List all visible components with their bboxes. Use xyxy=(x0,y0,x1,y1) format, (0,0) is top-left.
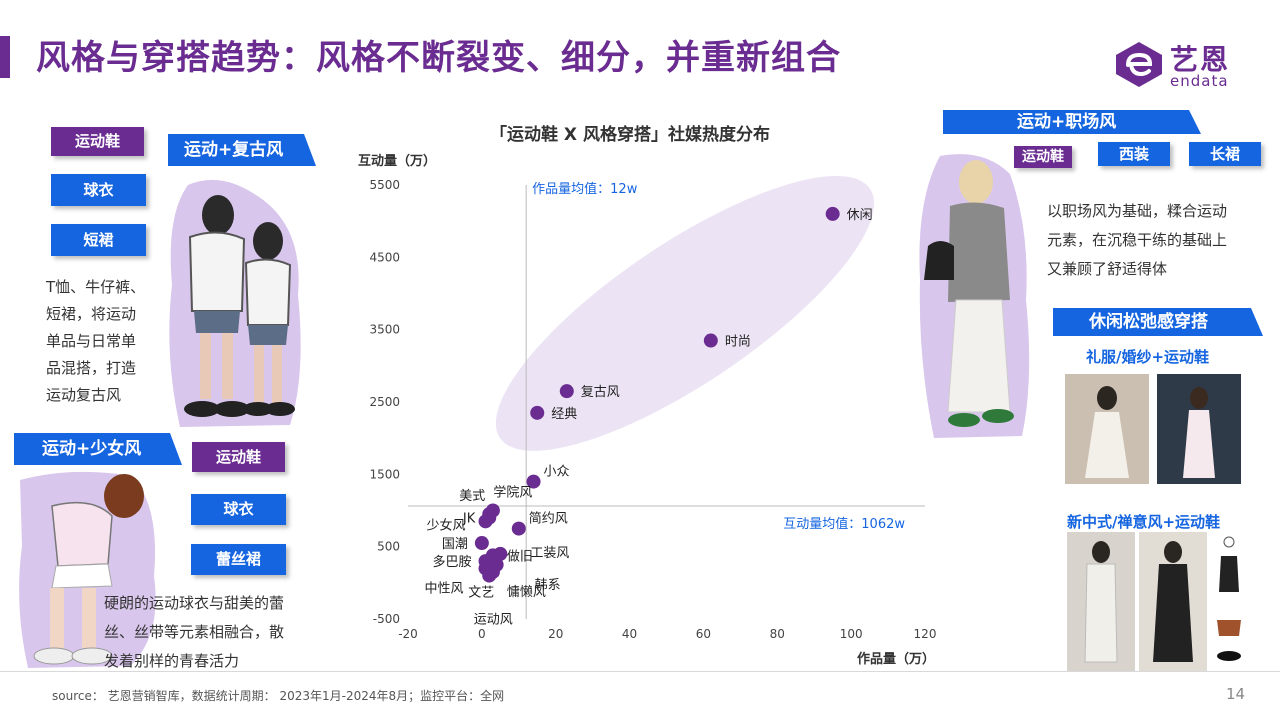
right-bottom-subtitle-dress: 礼服/婚纱+运动鞋 xyxy=(1086,348,1210,366)
chinese-style-items-photo xyxy=(1209,532,1249,671)
data-point-label: 时尚 xyxy=(725,335,751,350)
desc-line: T恤、牛仔裤、 xyxy=(46,278,146,296)
desc-line: 以职场风为基础，糅合运动 xyxy=(1047,202,1228,220)
dress-photo-1 xyxy=(1065,374,1149,508)
right-top-banner: 运动+职场风 xyxy=(943,110,1201,134)
y-tick-label: 500 xyxy=(377,540,400,554)
title-accent-bar xyxy=(0,36,10,78)
workplace-style-photo xyxy=(919,154,1030,438)
desc-line: 硬朗的运动球衣与甜美的蕾 xyxy=(104,594,285,612)
y-mean-label: 互动量均值：1062w xyxy=(783,516,905,532)
dress-photo-2 xyxy=(1157,374,1241,508)
data-point xyxy=(511,521,526,536)
desc-line: 单品与日常单 xyxy=(46,332,137,350)
data-point-label: 复古风 xyxy=(581,385,620,400)
data-point-label: 多巴胺 xyxy=(433,554,472,570)
chart-title: 「运动鞋 X 风格穿搭」社媒热度分布 xyxy=(490,125,770,145)
endata-logo: 艺恩 endata xyxy=(1112,38,1242,90)
data-point xyxy=(482,568,497,583)
data-point xyxy=(559,384,574,399)
y-tick-label: 1500 xyxy=(369,467,400,481)
right-top-tag-long-skirt: 长裙 xyxy=(1189,142,1261,166)
page-number: 14 xyxy=(1226,685,1246,703)
data-point xyxy=(474,536,489,551)
y-tick-label: -500 xyxy=(373,612,400,626)
desc-line: 短裙，将运动 xyxy=(46,305,137,323)
data-point-label: 慵懒风 xyxy=(507,584,546,600)
right-top-tag-suit: 西装 xyxy=(1098,142,1170,166)
chinese-style-photo-2 xyxy=(1139,532,1207,671)
data-point xyxy=(703,333,718,348)
data-point xyxy=(478,514,493,529)
x-axis-label: 作品量（万） xyxy=(857,651,935,667)
data-point-label: 少女风 xyxy=(427,517,466,533)
left-top-tag-skirt: 短裙 xyxy=(51,224,146,256)
desc-line: 丝、丝带等元素相融合，散 xyxy=(104,623,285,641)
x-mean-label: 作品量均值：12w xyxy=(532,181,638,197)
data-point-label: 美式 xyxy=(459,489,485,504)
data-point-label: 国潮 xyxy=(442,537,468,552)
left-bottom-tag-jersey: 球衣 xyxy=(191,494,286,525)
data-point-label: 文艺 xyxy=(468,585,494,600)
right-bottom-subtitle-chinese-style: 新中式/禅意风+运动鞋 xyxy=(1067,513,1221,531)
y-tick-label: 4500 xyxy=(369,250,400,264)
desc-line: 运动复古风 xyxy=(46,386,122,404)
x-tick-label: 40 xyxy=(622,627,637,641)
x-tick-label: 120 xyxy=(914,627,937,641)
x-tick-label: 60 xyxy=(696,627,711,641)
left-bottom-tag-lace-skirt: 蕾丝裙 xyxy=(191,544,286,575)
y-tick-label: 2500 xyxy=(369,395,400,409)
x-tick-label: 100 xyxy=(840,627,863,641)
left-bottom-description: 硬朗的运动球衣与甜美的蕾 丝、丝带等元素相融合，散 发着别样的青春活力 xyxy=(104,589,304,676)
left-bottom-banner: 运动+少女风 xyxy=(14,433,182,465)
endata-logo-icon xyxy=(1116,42,1162,87)
highlight-ellipse xyxy=(495,175,875,451)
right-top-tag-sneakers: 运动鞋 xyxy=(1014,146,1072,168)
data-point-label: 做旧 xyxy=(507,549,533,564)
page-title: 风格与穿搭趋势：风格不断裂变、细分，并重新组合 xyxy=(36,38,841,78)
logo-chinese-text: 艺恩 xyxy=(1170,43,1231,76)
left-top-tag-sneakers: 运动鞋 xyxy=(51,127,144,156)
x-tick-label: 20 xyxy=(548,627,563,641)
y-axis-label: 互动量（万） xyxy=(358,153,436,169)
footer-divider xyxy=(0,671,1280,672)
data-point-label: 运动风 xyxy=(474,613,513,628)
y-tick-label: 5500 xyxy=(369,178,400,192)
desc-line: 品混搭，打造 xyxy=(46,359,137,377)
data-point-label: 简约风 xyxy=(529,511,568,527)
source-note: source： 艺恩营销智库，数据统计周期： 2023年1月-2024年8月；监… xyxy=(52,689,505,703)
data-point xyxy=(526,474,541,489)
desc-line: 发着别样的青春活力 xyxy=(104,652,240,670)
retro-style-photo xyxy=(169,179,301,427)
data-point-label: 经典 xyxy=(551,407,577,422)
data-point-label: 中性风 xyxy=(425,581,464,596)
right-bottom-banner: 休闲松弛感穿搭 xyxy=(1053,308,1263,336)
data-point-label: 学院风 xyxy=(493,485,532,501)
data-point-label: 小众 xyxy=(544,465,570,480)
left-bottom-tag-sneakers: 运动鞋 xyxy=(192,442,285,472)
data-point xyxy=(825,206,840,221)
data-point-label: 韩系 xyxy=(535,578,561,593)
y-tick-label: 3500 xyxy=(369,323,400,337)
x-tick-label: -20 xyxy=(398,627,418,641)
data-point-label: 工装风 xyxy=(530,546,569,561)
desc-line: 元素，在沉稳干练的基础上 xyxy=(1047,231,1228,249)
scatter-chart: 作品量均值：12w 互动量均值：1062w 互动量（万） 作品量（万） -500 500 1… xyxy=(358,153,937,667)
desc-line: 又兼顾了舒适得体 xyxy=(1047,260,1168,278)
x-tick-label: 0 xyxy=(478,627,486,641)
left-top-description: T恤、牛仔裤、 短裙，将运动 单品与日常单 品混搭，打造 运动复古风 xyxy=(46,274,156,409)
right-top-description: 以职场风为基础，糅合运动 元素，在沉稳干练的基础上 又兼顾了舒适得体 xyxy=(1047,197,1267,284)
data-point-label: JK xyxy=(462,512,476,527)
left-top-tag-jersey: 球衣 xyxy=(51,174,146,206)
logo-english-text: endata xyxy=(1170,72,1229,90)
x-tick-label: 80 xyxy=(770,627,785,641)
chinese-style-photo-1 xyxy=(1067,532,1135,671)
girl-style-photo xyxy=(19,471,156,668)
data-point xyxy=(530,405,545,420)
left-top-banner: 运动+复古风 xyxy=(168,134,316,166)
data-point-label: 休闲 xyxy=(847,208,873,223)
